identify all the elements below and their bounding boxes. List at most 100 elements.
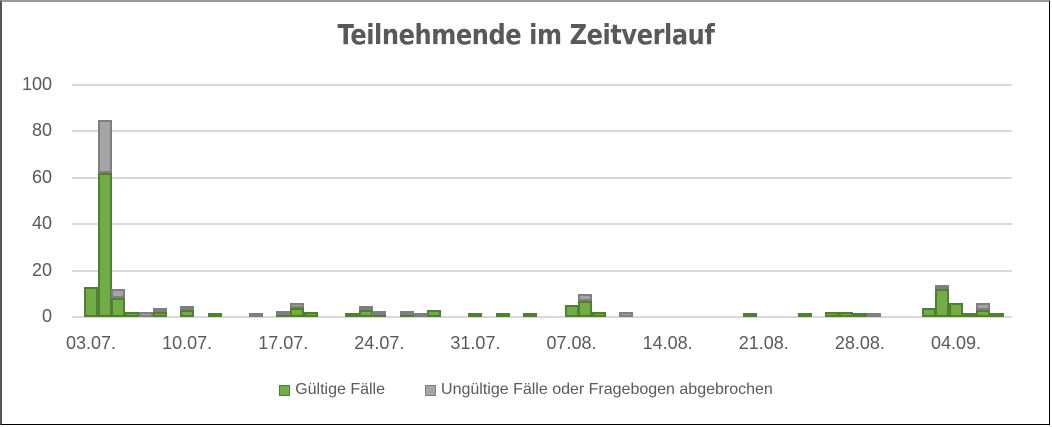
- bar-02.08.: [495, 312, 510, 317]
- bar-27.08.: [839, 312, 854, 317]
- y-tick-label: 100: [21, 74, 52, 94]
- bar-19.07.: [303, 312, 318, 317]
- legend-swatch-invalid: [425, 384, 437, 396]
- bar-08.07.: [152, 308, 167, 317]
- x-tick-label: 21.08.: [738, 333, 789, 353]
- bar-segment-invalid: [97, 119, 112, 174]
- bar-segment-invalid: [276, 310, 291, 315]
- bar-segment-invalid: [289, 303, 304, 308]
- bar-27.07.: [413, 312, 428, 317]
- x-tick-label: 07.08.: [546, 333, 597, 353]
- bar-04.07.: [97, 119, 112, 317]
- bar-segment-invalid: [976, 303, 991, 311]
- bar-28.08.: [852, 312, 867, 317]
- bar-segment-invalid: [111, 289, 126, 299]
- bar-segment-valid: [97, 173, 112, 317]
- legend-swatch-valid: [279, 384, 291, 396]
- bar-segment-valid: [990, 312, 1005, 317]
- bar-segment-invalid: [578, 293, 593, 301]
- bar-segment-valid: [962, 312, 977, 317]
- bar-segment-valid: [84, 286, 98, 317]
- bar-segment-valid: [852, 312, 867, 317]
- legend-label-invalid: Ungültige Fälle oder Fragebogen abgebroc…: [441, 381, 773, 398]
- chart-title: Teilnehmende im Zeitverlauf: [337, 18, 715, 51]
- bar-05.07.: [111, 289, 126, 317]
- bar-31.07.: [468, 312, 483, 317]
- bar-segment-valid: [564, 305, 579, 317]
- bar-06.07.: [125, 312, 140, 317]
- bar-05.09.: [962, 312, 977, 317]
- gridline: [72, 269, 1012, 272]
- bar-segment-valid: [289, 307, 304, 317]
- gridline: [72, 316, 1012, 318]
- y-tick-label: 0: [41, 306, 52, 326]
- bar-segment-invalid: [358, 306, 373, 311]
- bar-segment-valid: [839, 312, 854, 317]
- bar-segment-invalid: [138, 312, 153, 317]
- bar-04.08.: [523, 312, 538, 317]
- bar-07.07.: [138, 312, 153, 317]
- y-tick-label: 60: [31, 166, 52, 187]
- gridline: [72, 176, 1012, 179]
- x-tick-label: 04.09.: [930, 333, 981, 353]
- bar-04.09.: [948, 303, 963, 317]
- bar-segment-valid: [111, 298, 126, 317]
- bar-segment-invalid: [413, 312, 428, 317]
- bar-18.07.: [289, 303, 304, 317]
- bar-segment-valid: [468, 312, 483, 317]
- bar-24.08.: [797, 312, 812, 317]
- bar-segment-valid: [743, 312, 758, 317]
- bar-07.09.: [990, 312, 1005, 317]
- bar-segment-invalid: [866, 312, 881, 317]
- bar-segment-invalid: [619, 312, 634, 317]
- bar-segment-valid: [180, 310, 195, 317]
- x-tick-label: 14.08.: [642, 333, 693, 353]
- legend: Gültige Fälle Ungültige Fälle oder Frage…: [0, 381, 1052, 399]
- bar-02.09.: [921, 307, 936, 317]
- bar-26.07.: [399, 310, 414, 317]
- bar-20.08.: [743, 312, 758, 317]
- bar-15.07.: [248, 312, 263, 317]
- bar-segment-invalid: [372, 310, 387, 315]
- bar-segment-invalid: [180, 306, 195, 311]
- x-tick-label: 28.08.: [834, 333, 885, 353]
- legend-item-valid: Gültige Fälle: [279, 381, 385, 399]
- bar-28.07.: [427, 310, 442, 317]
- bar-segment-valid: [797, 312, 812, 317]
- y-tick-label: 40: [31, 213, 52, 234]
- bar-segment-valid: [358, 310, 373, 317]
- gridline: [72, 223, 1012, 226]
- bar-segment-valid: [207, 312, 222, 317]
- bar-segment-valid: [578, 300, 593, 317]
- bar-03.07.: [84, 286, 98, 317]
- y-tick-label: 20: [31, 259, 52, 280]
- bar-segment-valid: [303, 312, 318, 317]
- x-tick-label: 24.07.: [354, 333, 405, 353]
- legend-label-valid: Gültige Fälle: [295, 381, 386, 398]
- bar-08.08.: [578, 293, 593, 317]
- bar-29.08.: [866, 312, 881, 317]
- bar-segment-valid: [935, 289, 950, 317]
- bar-segment-valid: [495, 312, 510, 317]
- x-tick-label: 31.07.: [450, 333, 501, 353]
- bar-segment-invalid: [152, 308, 167, 313]
- bar-22.07.: [344, 312, 359, 317]
- gridline: [72, 130, 1012, 133]
- bar-03.09.: [935, 285, 950, 317]
- bar-10.07.: [180, 306, 195, 317]
- bar-segment-invalid: [935, 285, 950, 290]
- x-tick-label: 10.07.: [162, 333, 213, 353]
- bar-segment-invalid: [399, 310, 414, 315]
- bar-segment-valid: [427, 310, 442, 317]
- bar-segment-valid: [825, 312, 840, 317]
- bar-segment-invalid: [248, 312, 263, 317]
- bar-segment-valid: [152, 312, 167, 317]
- bar-segment-valid: [592, 312, 606, 317]
- bar-12.07.: [207, 312, 222, 317]
- bar-17.07.: [276, 310, 291, 317]
- bar-23.07.: [358, 306, 373, 317]
- bar-segment-valid: [948, 303, 963, 317]
- bar-09.08.: [592, 312, 606, 317]
- bar-segment-valid: [523, 312, 538, 317]
- legend-item-invalid: Ungültige Fälle oder Fragebogen abgebroc…: [425, 381, 773, 399]
